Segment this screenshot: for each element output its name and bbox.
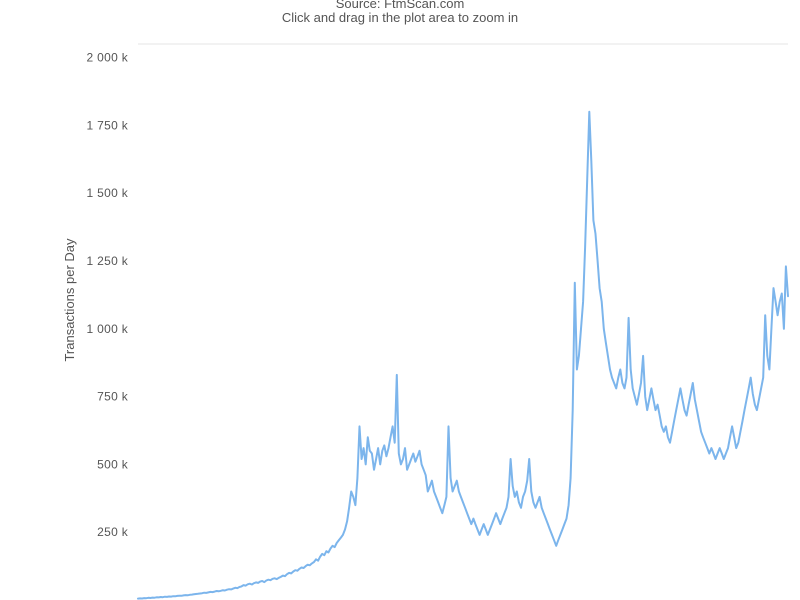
svg-text:1 750 k: 1 750 k xyxy=(87,118,129,132)
yaxis-tick: 1 750 k xyxy=(87,118,129,132)
svg-text:1 000 k: 1 000 k xyxy=(87,322,129,336)
svg-text:2 000 k: 2 000 k xyxy=(87,51,129,65)
yaxis-tick: 1 000 k xyxy=(87,322,129,336)
yaxis-tick: 1 250 k xyxy=(87,254,129,268)
chart-container: Source: FtmScan.com Click and drag in th… xyxy=(0,0,800,600)
svg-text:1 500 k: 1 500 k xyxy=(87,186,129,200)
svg-text:1 250 k: 1 250 k xyxy=(87,254,129,268)
chart-plot-area[interactable]: 250 k 500 k 750 k 1 000 k 1 250 k 1 500 k 1 75… xyxy=(0,0,800,600)
yaxis-tick: 500 k xyxy=(97,457,129,471)
yaxis-tick: 1 500 k xyxy=(87,186,129,200)
svg-text:250 k: 250 k xyxy=(97,525,129,539)
svg-text:500 k: 500 k xyxy=(97,457,129,471)
svg-text:750 k: 750 k xyxy=(97,390,129,404)
yaxis-tick: 2 000 k xyxy=(87,51,129,65)
yaxis-tick: 250 k xyxy=(97,525,129,539)
series-line xyxy=(138,112,788,599)
yaxis-tick: 750 k xyxy=(97,390,129,404)
